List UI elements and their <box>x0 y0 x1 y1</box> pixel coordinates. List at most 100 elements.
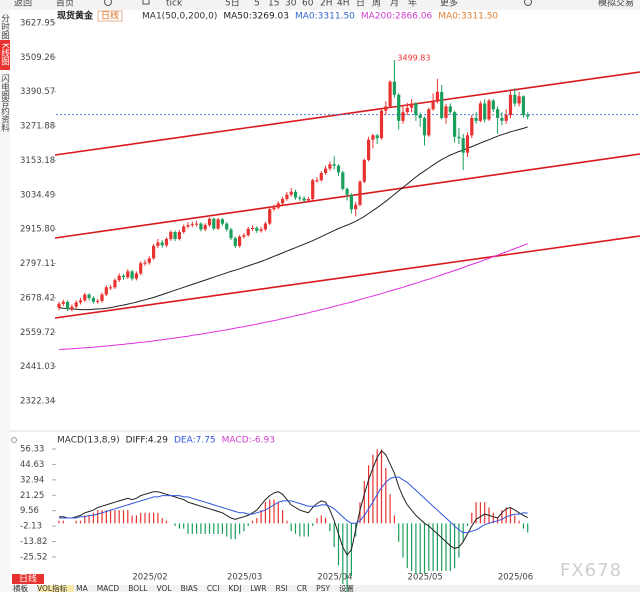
side-tab[interactable]: 闪电图 <box>0 74 10 100</box>
candle-body <box>199 223 203 230</box>
y-tick-label: 3034.49 <box>20 190 55 200</box>
y-tick-label: 2322.34 <box>20 397 55 407</box>
footer-tab[interactable]: MACD <box>97 584 120 592</box>
toolbar-button[interactable]: 更多 <box>440 0 458 9</box>
candle-body <box>483 103 487 120</box>
toolbar-button[interactable]: 模拟交易 <box>598 0 634 9</box>
footer-tab[interactable]: CR <box>297 584 307 592</box>
toolbar-button[interactable]: 2H <box>320 0 333 9</box>
toolbar-button[interactable]: 年 <box>408 0 417 9</box>
candle-body <box>190 224 194 226</box>
candle-body <box>508 94 513 116</box>
candle-body <box>156 242 160 246</box>
candle-body <box>276 203 280 208</box>
candle-body <box>109 287 113 289</box>
footer-active-label[interactable]: 日线 <box>19 573 37 585</box>
candle-body <box>328 164 332 169</box>
side-tab[interactable]: 分时图 <box>0 14 10 40</box>
footer-tab[interactable]: BOLL <box>128 584 148 592</box>
side-tab[interactable]: 合约资料 <box>0 97 10 133</box>
candle-body <box>379 110 384 139</box>
footer-tab[interactable]: 横板 <box>13 583 28 592</box>
legend-entry: MA0:3311.50 <box>438 12 498 22</box>
footer-tab[interactable]: BIAS <box>181 584 198 592</box>
toolbar-button[interactable]: 周 <box>372 0 381 9</box>
y-tick-label: 56.33 <box>20 445 44 455</box>
candle-body <box>453 112 457 137</box>
legend-entry: MACD:-6.93 <box>222 436 275 446</box>
period-box <box>97 10 123 22</box>
candle-body <box>143 262 147 264</box>
candle-body <box>207 218 212 226</box>
candle-body <box>504 115 508 121</box>
candle-body <box>491 100 495 110</box>
toolbar-button[interactable]: 5日 <box>225 0 240 9</box>
candle-body <box>315 180 319 182</box>
settings-icon[interactable] <box>11 437 17 443</box>
period-label: 日线 <box>101 10 119 22</box>
toolbar-button[interactable]: 5 <box>254 0 260 9</box>
footer-tab[interactable]: 设置 <box>339 583 354 592</box>
candle-body <box>496 109 500 118</box>
toolbar-button[interactable]: 15 <box>268 0 279 9</box>
y-tick-label: 9.56 <box>20 506 39 516</box>
footer-tab[interactable]: VOL指标 <box>37 583 68 592</box>
toolbar-button[interactable]: 月 <box>390 0 399 9</box>
candle-body <box>311 180 315 200</box>
kline-icon[interactable] <box>142 0 150 5</box>
toolbar-button[interactable]: 首页 <box>56 0 74 9</box>
channel-line <box>54 71 640 156</box>
candle-body <box>349 194 353 210</box>
candle-body <box>306 199 310 201</box>
candle-body <box>268 209 272 224</box>
candle-body <box>448 106 452 113</box>
toolbar-button[interactable]: tick <box>166 0 183 9</box>
refresh-icon[interactable] <box>104 0 112 6</box>
x-tick-label: 2025/05 <box>408 573 443 583</box>
candle-body <box>139 263 143 274</box>
footer-tab[interactable]: PSY <box>316 584 330 592</box>
candle-body <box>371 135 375 140</box>
legend-entry: DEA:7.75 <box>174 436 216 446</box>
candle-body <box>242 235 246 237</box>
toolbar-button[interactable]: 30 <box>285 0 297 9</box>
toolbar-button[interactable]: 60 <box>302 0 314 9</box>
candle-body <box>121 275 126 278</box>
candle-body <box>195 223 199 225</box>
legend-entry: MA0:3311.50 <box>295 12 355 22</box>
footer-tab[interactable]: CCI <box>207 584 220 592</box>
candle-body <box>461 138 465 153</box>
candle-body <box>100 294 104 301</box>
footer-active-tab[interactable] <box>12 574 44 584</box>
toolbar-button[interactable]: 4H <box>337 0 350 9</box>
zoom-icon[interactable] <box>524 0 532 6</box>
candle-body <box>263 223 267 230</box>
footer-tab[interactable]: LWR <box>250 584 266 592</box>
candle-body <box>324 168 328 173</box>
candle-body <box>526 115 530 117</box>
footer-tab[interactable]: KDJ <box>229 584 242 592</box>
side-tab[interactable]: K线图 <box>0 43 10 67</box>
toolbar-button[interactable]: 返回 <box>14 0 32 9</box>
candle-body <box>66 301 70 310</box>
candle-body <box>152 245 156 259</box>
candle-body <box>358 181 362 205</box>
candle-body <box>418 115 422 118</box>
toolbar-button[interactable]: 日 <box>356 0 365 9</box>
x-tick-label: 2025/02 <box>132 573 167 583</box>
candle-body <box>410 103 414 108</box>
candle-body <box>354 204 358 210</box>
candle-body <box>341 172 345 189</box>
footer-tab[interactable]: RSI <box>276 584 288 592</box>
candle-body <box>134 273 138 279</box>
candle-body <box>521 96 525 116</box>
candle-body <box>233 238 237 246</box>
footer-tab[interactable]: VOL <box>156 584 172 592</box>
candle-body <box>130 271 134 279</box>
candle-body <box>289 191 293 195</box>
indicator-line <box>58 243 528 351</box>
y-tick-label: 44.63 <box>20 460 44 470</box>
footer-tab[interactable]: MA <box>76 584 88 592</box>
candle-body <box>470 117 474 136</box>
